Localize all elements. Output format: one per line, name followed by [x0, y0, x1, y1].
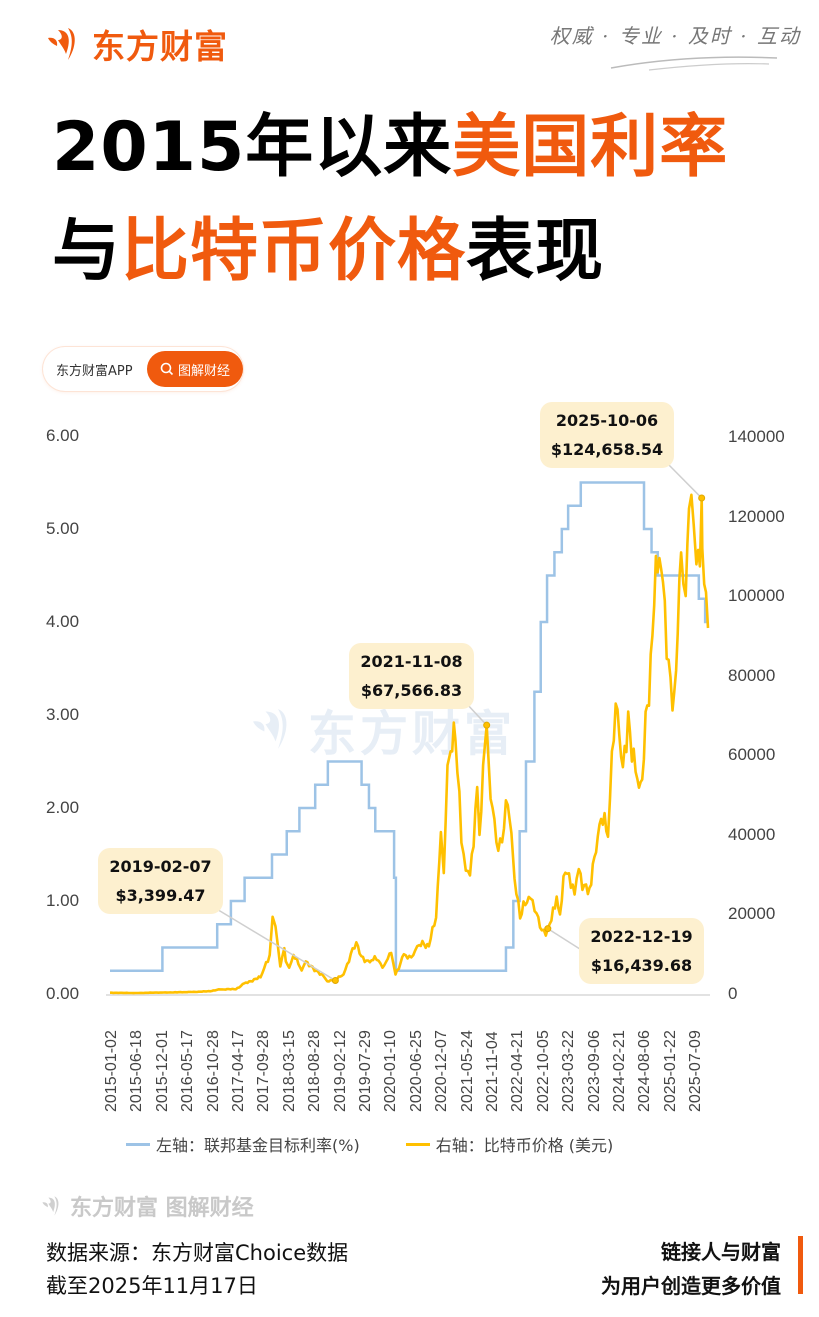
brand-logo: 东方财富: [44, 20, 228, 68]
rate-line: [110, 481, 708, 972]
callout-leader-line: [214, 907, 336, 982]
title-text: 表现: [466, 212, 605, 291]
callout-leader-line: [547, 927, 584, 952]
callout-leader-line: [665, 461, 703, 499]
callout-marker: [483, 721, 491, 729]
callout-value: $16,439.68: [590, 956, 693, 975]
brand-name: 东方财富: [92, 27, 228, 66]
callout-value: $124,658.54: [550, 440, 664, 459]
btc-line: [110, 493, 710, 995]
left-axis-tick: 5.00: [46, 519, 80, 538]
legend-rate-label: 左轴：联邦基金目标利率(%): [156, 1136, 360, 1155]
illustrated-finance-button[interactable]: 图解财经: [147, 351, 243, 387]
left-axis-tick: 2.00: [46, 798, 80, 817]
title-highlight: 比特币价格: [121, 212, 467, 291]
legend-rate-swatch: [126, 1142, 150, 1146]
left-axis-tick: 6.00: [46, 426, 80, 445]
feather-logo-icon: [42, 1196, 59, 1216]
slogan: 权威 · 专业 · 及时 · 互动: [549, 24, 801, 48]
button-label: 图解财经: [177, 363, 230, 379]
left-axis-tick: 1.00: [46, 891, 80, 910]
search-icon: [160, 362, 174, 376]
as-of-date: 截至2025年11月17日: [46, 1274, 258, 1298]
callout-date: 2021-11-08: [360, 652, 463, 671]
right-axis-tick: 80000: [728, 665, 776, 685]
left-axis-tick: 4.00: [46, 612, 80, 631]
app-pill: 东方财富APP 图解财经: [43, 347, 243, 391]
swoosh-decoration: [610, 56, 778, 71]
right-axis-tick: 20000: [728, 904, 776, 924]
legend: 左轴：联邦基金目标利率(%) 右轴：比特币价格 (美元): [126, 1132, 613, 1156]
app-name-label: 东方财富APP: [56, 363, 133, 379]
right-axis-tick: 100000: [728, 586, 785, 606]
price-callout: 2022-12-19 $16,439.68: [579, 918, 704, 984]
callout-marker: [698, 494, 706, 502]
right-axis-tick: 40000: [728, 824, 776, 844]
price-callout: 2019-02-07 $3,399.47: [98, 848, 223, 914]
price-callout: 2025-10-06 $124,658.54: [540, 402, 674, 468]
right-axis-tick: 120000: [728, 506, 785, 526]
title-highlight: 美国利率: [452, 108, 729, 187]
right-axis-tick: 0: [728, 984, 738, 1003]
callout-marker: [331, 976, 339, 984]
callout-leader-line: [465, 702, 488, 726]
legend-btc-label: 右轴：比特币价格 (美元): [435, 1136, 614, 1155]
data-source: 数据来源：东方财富Choice数据: [46, 1241, 349, 1265]
right-axis-tick: 140000: [728, 427, 785, 446]
callout-value: $3,399.47: [115, 886, 206, 905]
tagline-2: 为用户创造更多价值: [601, 1274, 781, 1298]
page-title-line1: 2015年以来美国利率: [52, 114, 728, 182]
feather-logo-icon: [253, 709, 287, 749]
callout-date: 2025-10-06: [555, 411, 659, 430]
title-text: 2015年以来: [52, 108, 453, 187]
tagline-1: 链接人与财富: [661, 1240, 781, 1264]
legend-btc-swatch: [405, 1142, 430, 1146]
left-axis-tick: 0.00: [46, 984, 80, 1003]
accent-bar: [798, 1236, 803, 1294]
footer-watermark-text: 东方财富 图解财经: [70, 1196, 254, 1221]
price-callout: 2021-11-08 $67,566.83: [349, 643, 474, 709]
title-text: 与: [52, 212, 122, 291]
left-axis-tick: 3.00: [46, 705, 80, 724]
callout-date: 2022-12-19: [590, 927, 693, 946]
page-title-line2: 与比特币价格表现: [52, 218, 604, 286]
footer-watermark: 东方财富 图解财经: [40, 1190, 254, 1222]
callout-date: 2019-02-07: [109, 857, 212, 876]
chart-plot: [106, 461, 710, 996]
feather-logo-icon: [48, 28, 75, 60]
right-axis-tick: 60000: [728, 745, 776, 765]
callout-marker: [544, 925, 552, 933]
callout-value: $67,566.83: [360, 681, 463, 700]
